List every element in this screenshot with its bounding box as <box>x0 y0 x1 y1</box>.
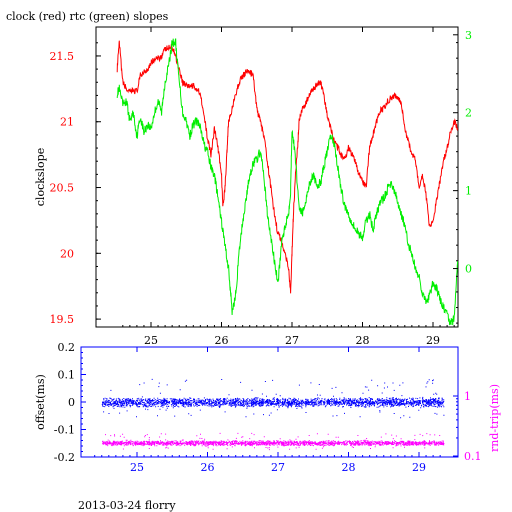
bottom-y-ticks: 0.2 0.1 0 -0.1 -0.2 <box>54 341 86 464</box>
top-y-axis-label: clockslope <box>34 148 47 206</box>
top-series-group <box>116 38 459 326</box>
bottom-x-tick-label: 25 <box>130 461 144 474</box>
top-y-ticks: 19.5 20 20.5 21 21.5 <box>50 42 101 326</box>
bottom-x-tick-label: 29 <box>412 461 426 474</box>
top-y-tick-label: 19.5 <box>50 313 75 326</box>
bottom-y-tick-label: 0.2 <box>58 341 76 354</box>
top-x-tick-label: 29 <box>426 334 440 347</box>
bottom-y-tick-label: -0.2 <box>54 451 75 464</box>
top-y2-tick-label: 3 <box>465 29 472 42</box>
top-y-tick-label: 21.5 <box>50 50 75 63</box>
top-y-tick-label: 20.5 <box>50 182 75 195</box>
rnd-trip-points <box>102 432 445 451</box>
offset-points <box>101 378 445 419</box>
top-y2-tick-label: 2 <box>465 107 472 120</box>
bottom-y2-axis-label: rnd-trip(ms) <box>488 384 501 452</box>
bottom-x-tick-label: 26 <box>201 461 215 474</box>
bottom-series-group <box>101 378 445 451</box>
top-x-ticks: 25 26 27 28 29 <box>122 27 455 347</box>
top-plot-frame <box>95 26 459 328</box>
bottom-y2-tick-label: 0.1 <box>464 450 482 463</box>
bottom-y-axis-label: offset(ms) <box>34 374 47 430</box>
rtc-slope-line <box>116 38 459 326</box>
top-y2-ticks: 0 1 2 3 <box>453 29 472 324</box>
bottom-y-tick-label: 0 <box>68 396 75 409</box>
bottom-x-ticks: 25 26 27 28 29 <box>94 347 441 474</box>
bottom-x-tick-label: 28 <box>342 461 356 474</box>
top-x-tick-label: 25 <box>144 334 158 347</box>
bottom-y-tick-label: -0.1 <box>54 424 75 437</box>
top-y-tick-label: 20 <box>60 247 74 260</box>
top-y2-tick-label: 1 <box>465 185 472 198</box>
top-x-tick-label: 27 <box>285 334 299 347</box>
top-chart-title: clock (red) rtc (green) slopes <box>6 10 169 23</box>
bottom-chart: 0.20.10-0.1-0.2 10.1 25 26 27 28 29 offset(m… <box>34 341 501 474</box>
top-x-tick-label: 28 <box>356 334 370 347</box>
clock-slope-line <box>116 40 459 294</box>
footer-stamp: 2013-03-24 florry <box>78 499 176 512</box>
top-chart: 19.5 20 20.5 21 21.5 0 1 2 3 25 26 27 28 29 clocksl… <box>34 26 472 347</box>
bottom-y2-ticks: 10.1 <box>453 390 482 463</box>
bottom-x-tick-label: 27 <box>271 461 285 474</box>
bottom-y2-tick-label: 1 <box>464 390 471 403</box>
bottom-y-tick-label: 0.1 <box>58 369 76 382</box>
top-x-tick-label: 26 <box>215 334 229 347</box>
top-y-tick-label: 21 <box>60 116 74 129</box>
top-y2-tick-label: 0 <box>465 263 472 276</box>
